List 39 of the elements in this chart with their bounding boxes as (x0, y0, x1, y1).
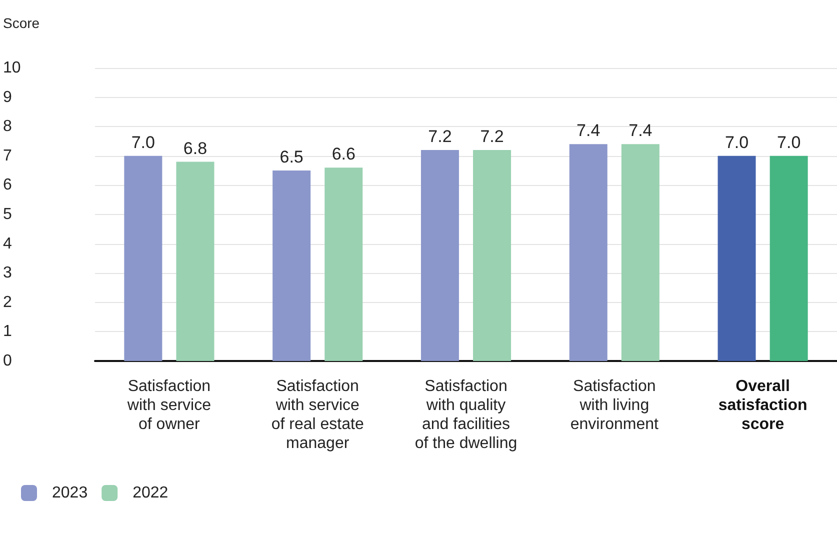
data-label: 7.4 (576, 121, 600, 140)
data-label: 7.4 (628, 121, 652, 140)
data-label: 7.0 (724, 132, 749, 152)
bar (272, 170, 311, 361)
y-tick-label: 4 (3, 235, 12, 252)
data-label: 7.0 (777, 132, 801, 152)
y-tick-label: 6 (3, 176, 12, 194)
data-label: 7.2 (480, 127, 504, 146)
y-tick-label: 1 (3, 323, 12, 340)
y-tick-label: 9 (3, 88, 12, 106)
y-tick-label: 3 (3, 264, 12, 282)
y-tick-label: 10 (3, 60, 21, 76)
x-tick-label: Satisfaction with service of owner (126, 378, 212, 433)
bar (621, 144, 660, 361)
y-tick-label: 5 (3, 206, 12, 223)
x-tick-label: Overall satisfaction score (718, 378, 808, 433)
legend-label: 2022 (132, 484, 168, 502)
data-label: 6.6 (332, 144, 356, 164)
y-tick-label: 7 (3, 147, 12, 164)
y-tick-label: 0 (3, 352, 12, 370)
y-axis-title: Score (3, 15, 40, 31)
bar (569, 144, 608, 361)
x-tick-label: Satisfaction with service of real estate manager (271, 378, 364, 452)
bar (176, 162, 214, 361)
y-tick-label: 2 (3, 294, 12, 311)
legend-label: 2023 (52, 484, 88, 502)
data-label: 7.2 (428, 127, 452, 146)
bar (770, 156, 808, 361)
x-tick-label: Satisfaction with living environment (570, 378, 659, 433)
x-tick-label: Satisfaction with quality and facilities of the dwelling (414, 378, 518, 452)
bar (324, 168, 363, 361)
data-label: 6.8 (183, 138, 208, 158)
bar (420, 150, 459, 361)
bar (718, 156, 756, 361)
y-tick-label: 8 (3, 118, 12, 136)
data-label: 7.0 (131, 132, 155, 152)
data-label: 6.5 (280, 148, 304, 167)
bar (124, 156, 162, 361)
bar (473, 150, 512, 361)
